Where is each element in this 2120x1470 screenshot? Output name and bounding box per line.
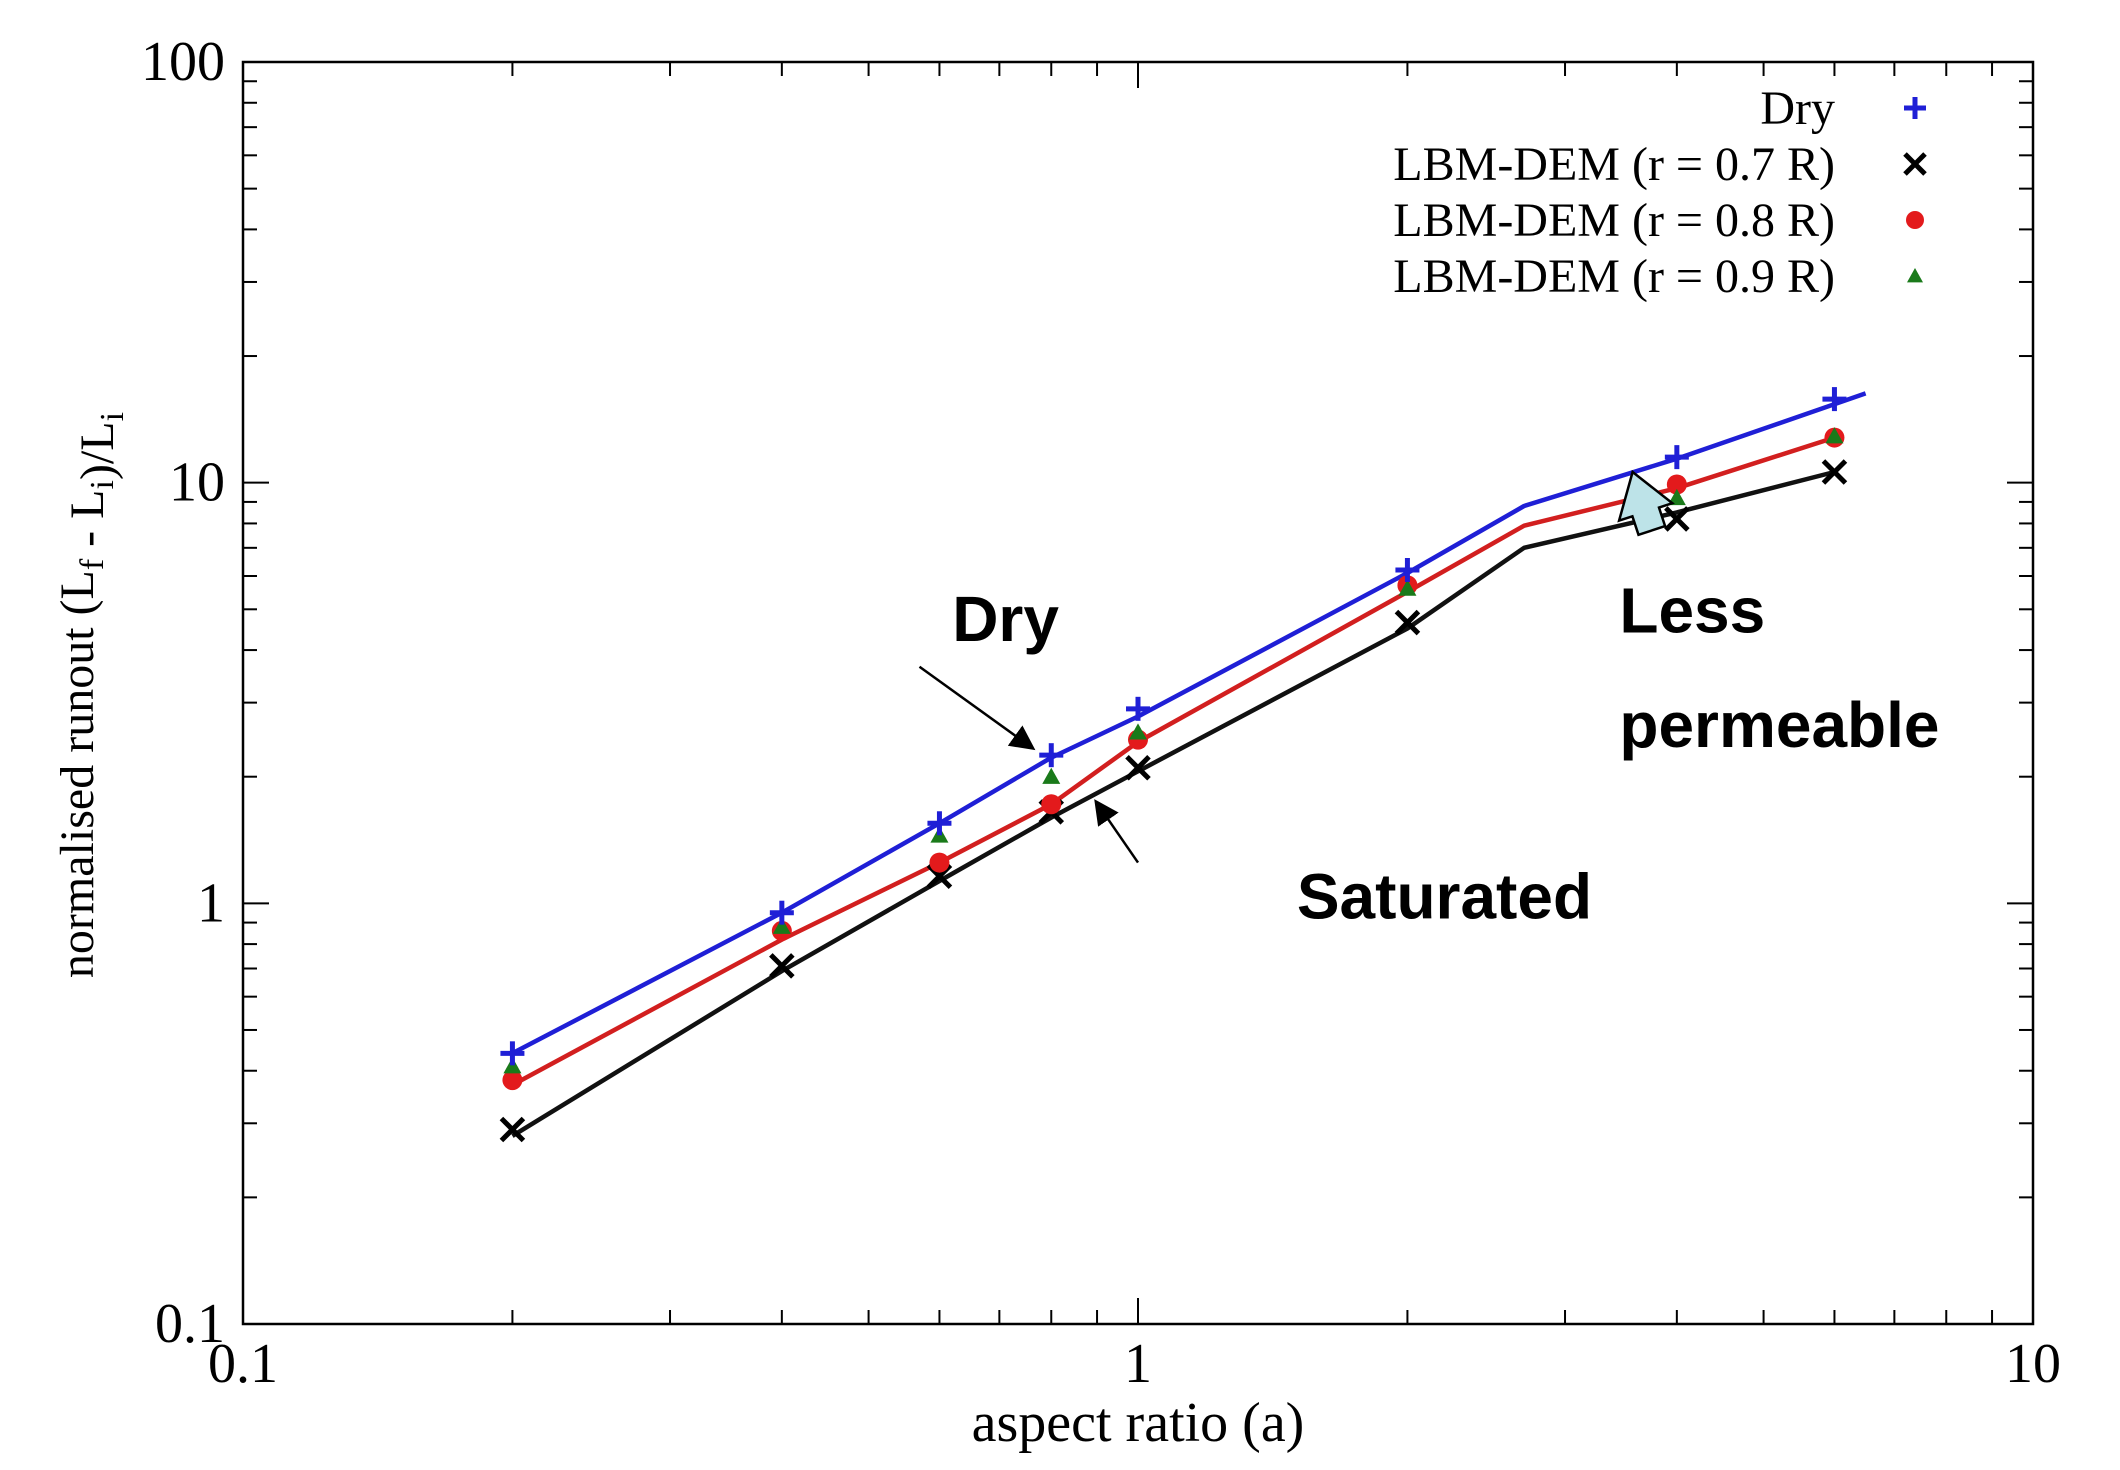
legend-label: LBM-DEM (r = 0.7 R)	[1393, 138, 1835, 191]
axis-ticks: 0.1 1 10 0.1 1 10 100	[141, 31, 2061, 1395]
annotation-arrow	[918, 665, 1036, 751]
legend-label: LBM-DEM (r = 0.8 R)	[1393, 194, 1835, 247]
y-axis-label-part: -	[61, 519, 114, 559]
data-point-lbm-dem-r-0-7-r-b	[769, 953, 795, 979]
y-tick-label: 10	[169, 452, 225, 514]
annotation-label: Saturated	[1297, 861, 1592, 933]
annotation-label: Dry	[952, 583, 1059, 655]
data-point-lbm-dem-r-0-9-r	[1825, 427, 1844, 444]
data-point-dry	[769, 900, 794, 925]
data-point-lbm-dem-r-0-7-r-b	[1394, 609, 1421, 636]
annotation-arrow	[1094, 799, 1140, 864]
legend-marker	[1907, 268, 1923, 283]
data-point-lbm-dem-r-0-7-r-b	[1821, 459, 1848, 485]
data-point-lbm-dem-r-0-7-r-b	[1664, 506, 1690, 532]
legend-label: LBM-DEM (r = 0.9 R)	[1393, 250, 1835, 303]
legend-marker	[1906, 211, 1924, 229]
data-point-lbm-dem-r-0-9-r	[1042, 767, 1061, 784]
data-point-dry	[1126, 696, 1150, 721]
x-tick-label: 0.1	[208, 1333, 278, 1395]
y-axis-label-part: )/	[71, 450, 124, 480]
y-axis-label-part: L	[71, 421, 124, 450]
data-point-lbm-dem-r-0-9-r	[1398, 579, 1417, 596]
data-point-lbm-dem-r-0-7-r	[1125, 755, 1151, 781]
annotation-layer: Dry Saturated Less permeable	[918, 469, 1940, 933]
x-tick-label: 1	[1124, 1333, 1152, 1395]
data-markers	[499, 387, 1848, 1143]
y-axis-label-part: L	[51, 570, 104, 599]
legend-label: Dry	[1760, 82, 1835, 135]
data-point-lbm-dem-r-0-7-r	[499, 1116, 526, 1143]
data-point-dry	[927, 811, 952, 836]
block-arrow-icon	[1617, 469, 1675, 537]
y-axis-label: normalised runout (Lf - Li)/Li	[51, 412, 131, 978]
data-point-lbm-dem-r-0-8-r	[1041, 794, 1062, 815]
x-tick-label: 10	[2005, 1333, 2061, 1395]
legend-marker	[1903, 152, 1927, 176]
y-axis-label-part: normalised runout (	[51, 599, 104, 978]
data-point-lbm-dem-r-0-8-r	[1666, 474, 1687, 495]
y-axis-label-subscript: f	[74, 558, 111, 570]
x-axis-label: aspect ratio (a)	[972, 1392, 1305, 1454]
trend-line-lbm-dem-r-0-8-r-	[511, 435, 1836, 1087]
y-axis-label-part: L	[61, 490, 114, 519]
data-point-lbm-dem-r-0-7-r-b	[1125, 755, 1151, 781]
data-point-lbm-dem-r-0-9-r	[772, 917, 791, 934]
data-point-lbm-dem-r-0-7-r	[1821, 459, 1848, 485]
data-point-dry	[1664, 445, 1689, 470]
annotation-label: Less	[1619, 575, 1765, 647]
data-point-lbm-dem-r-0-9-r	[1129, 723, 1147, 740]
y-tick-label: 0.1	[155, 1293, 225, 1355]
y-tick-label: 1	[197, 872, 225, 934]
data-point-lbm-dem-r-0-7-r	[769, 953, 795, 979]
legend-marker	[1904, 97, 1926, 119]
y-axis-label-subscript: i	[84, 480, 121, 489]
data-point-dry	[1395, 558, 1420, 583]
data-point-dry	[1039, 743, 1064, 768]
data-point-lbm-dem-r-0-8-r	[929, 852, 950, 873]
y-axis-label-subscript: i	[94, 412, 131, 421]
y-tick-label: 100	[141, 31, 225, 93]
data-point-dry	[500, 1041, 525, 1066]
data-point-lbm-dem-r-0-7-r-b	[499, 1116, 526, 1143]
data-point-dry	[1822, 387, 1847, 412]
data-point-lbm-dem-r-0-7-r	[1664, 506, 1690, 532]
data-point-lbm-dem-r-0-9-r	[503, 1057, 522, 1074]
annotation-label: permeable	[1619, 689, 1939, 761]
legend-marker-b	[1903, 152, 1927, 176]
data-point-lbm-dem-r-0-8-r	[502, 1070, 523, 1091]
trend-line-lbm-dem-r-0-7-r-	[511, 469, 1835, 1138]
data-point-lbm-dem-r-0-7-r	[1394, 609, 1421, 636]
data-point-lbm-dem-r-0-9-r	[1667, 488, 1686, 506]
y-axis-label-group: normalised runout (Lf - Li)/Li	[51, 412, 131, 978]
